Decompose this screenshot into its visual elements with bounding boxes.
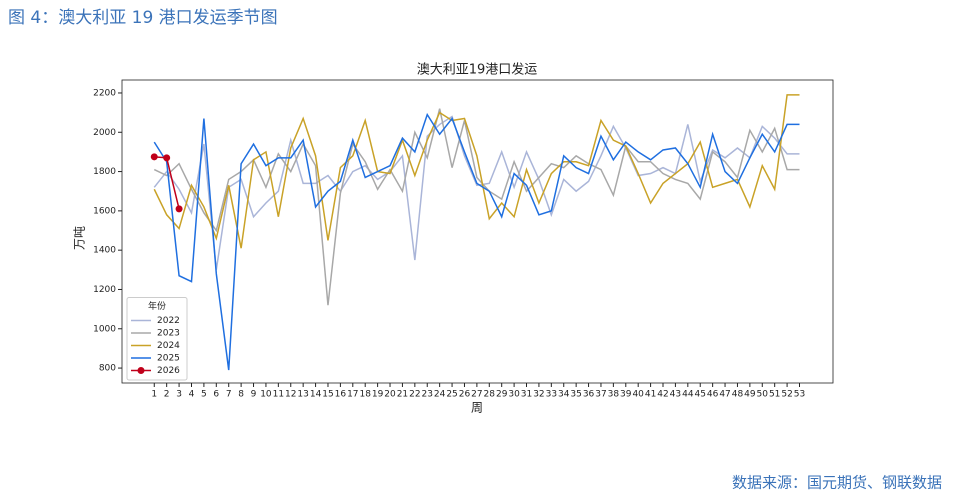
x-tick-label: 36 [583,390,595,400]
x-tick-label: 45 [695,390,706,400]
x-tick-label: 4 [189,390,195,400]
point [175,205,183,213]
x-tick-label: 7 [226,390,232,400]
x-tick-label: 34 [558,390,570,400]
x-tick-label: 14 [310,390,322,400]
point [163,154,171,162]
x-tick-label: 42 [657,390,668,400]
series-line [153,112,800,371]
x-tick-label: 37 [595,390,606,400]
x-tick-label: 21 [397,390,408,400]
x-tick-label: 27 [471,390,482,400]
x-tick-label: 26 [459,390,471,400]
x-tick-label: 50 [757,390,769,400]
x-tick-label: 9 [251,390,257,400]
x-tick-label: 53 [794,390,805,400]
x-tick-label: 44 [682,390,694,400]
source: 数据来源：国元期货、钢联数据 [732,474,942,492]
x-tick-label: 29 [496,390,508,400]
y-tick-label: 1600 [93,206,116,216]
x-tick-label: 16 [335,390,347,400]
y-tick-label: 1400 [93,246,116,256]
x-tick-label: 47 [719,390,730,400]
x-tick-label: 5 [201,390,207,400]
x-tick-label: 6 [213,390,219,400]
x-tick-label: 46 [707,390,719,400]
x-tick-label: 30 [508,390,520,400]
x-tick-label: 32 [533,390,544,400]
legend-label: 2025 [157,354,180,364]
x-tick-label: 39 [620,390,632,400]
x-tick-label: 20 [384,390,396,400]
y-tick-label: 2000 [93,128,116,138]
legend-label: 2022 [157,316,180,326]
y-axis-label: 万吨 [73,226,87,250]
series-line [153,108,800,306]
x-tick-label: 49 [744,390,756,400]
point [150,153,158,161]
x-tick-label: 41 [645,390,656,400]
figure-title: 图 4：澳大利亚 19 港口发运季节图 [8,8,278,28]
y-tick-label: 2200 [93,88,116,98]
series-line [153,94,800,249]
x-tick-label: 1 [151,390,157,400]
x-tick-label: 52 [781,390,792,400]
legend-label: 2024 [157,341,180,351]
x-tick-label: 35 [570,390,581,400]
chart-title: 澳大利亚19港口发运 [417,62,538,78]
x-axis-label: 周 [471,401,483,415]
x-tick-label: 33 [546,390,557,400]
x-tick-label: 12 [285,390,296,400]
x-tick-label: 38 [608,390,620,400]
y-tick-label: 1200 [93,285,116,295]
x-tick-label: 28 [484,390,496,400]
x-tick-label: 31 [521,390,532,400]
x-tick-label: 3 [176,390,182,400]
x-tick-label: 25 [446,390,457,400]
x-tick-label: 51 [769,390,780,400]
x-tick-label: 2 [164,390,170,400]
legend-title: 年份 [148,300,166,312]
x-tick-label: 17 [347,390,358,400]
series-line [153,115,800,270]
x-tick-label: 23 [422,390,433,400]
y-tick-label: 1800 [93,167,116,177]
legend-label: 2026 [157,366,180,376]
x-tick-label: 48 [732,390,744,400]
x-tick-label: 43 [670,390,681,400]
legend-label: 2023 [157,329,180,339]
x-tick-label: 18 [359,390,371,400]
x-tick-label: 8 [238,390,244,400]
y-tick-label: 1000 [93,324,116,334]
x-tick-label: 19 [372,390,384,400]
x-tick-label: 22 [409,390,420,400]
x-tick-label: 11 [273,390,284,400]
legend-marker [137,367,145,374]
x-tick-label: 10 [260,390,272,400]
x-tick-label: 40 [632,390,644,400]
legend-box [126,297,188,381]
x-tick-label: 15 [322,390,333,400]
x-tick-label: 24 [434,390,446,400]
y-tick-label: 800 [99,364,116,374]
x-tick-label: 13 [297,390,308,400]
plot-frame [121,79,834,384]
